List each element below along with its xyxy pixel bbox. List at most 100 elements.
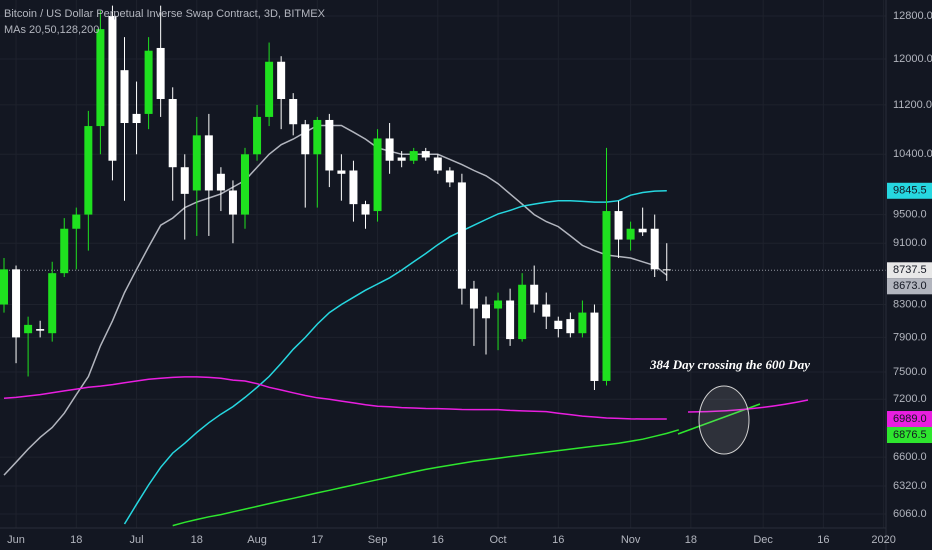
candle-body	[253, 116, 262, 155]
x-tick-label: 16	[817, 534, 829, 546]
candle-body	[12, 269, 21, 338]
moving-averages	[0, 124, 886, 527]
x-tick-label: 18	[70, 534, 82, 546]
candle-body	[590, 312, 599, 381]
ma-line	[172, 429, 680, 527]
price-label-box	[887, 182, 932, 199]
y-tick-label: 12000.0	[893, 53, 932, 65]
y-tick-label: 10400.0	[893, 148, 932, 160]
candle-body	[397, 157, 406, 161]
candle-body	[409, 151, 418, 161]
candle-body	[638, 228, 647, 233]
candle-body	[48, 273, 57, 334]
annotation: 384 Day crossing the 600 Day	[649, 357, 810, 372]
candle-body	[469, 288, 478, 309]
x-tick-label: 18	[191, 534, 203, 546]
price-label-box	[887, 278, 932, 295]
candle-body	[542, 304, 551, 317]
candle-body	[265, 61, 274, 117]
candle-body	[132, 113, 141, 124]
candle-body	[84, 126, 93, 215]
candle-body	[433, 157, 442, 171]
y-tick-label: 9500.0	[893, 208, 927, 220]
candle-body	[60, 228, 69, 274]
ma-line	[3, 124, 668, 476]
candle-body	[241, 154, 249, 215]
price-label: 6989.0	[893, 413, 927, 425]
candle-body	[602, 211, 611, 381]
y-tick-label: 6600.0	[893, 451, 927, 463]
candle-body	[96, 29, 105, 127]
chart-title: Bitcoin / US Dollar Perpetual Inverse Sw…	[4, 8, 326, 20]
price-label-box	[887, 262, 932, 279]
x-tick-label: Aug	[247, 534, 267, 546]
y-tick-label: 7500.0	[893, 366, 927, 378]
price-label: 8673.0	[893, 280, 927, 292]
ma-line	[3, 376, 667, 420]
x-tick-label: 2020	[871, 534, 895, 546]
x-tick-label: 18	[685, 534, 697, 546]
candle-body	[457, 182, 466, 289]
y-tick-label: 6060.0	[893, 508, 927, 520]
candle-body	[385, 138, 394, 161]
candle-body	[506, 300, 515, 340]
axes: 12800.0 12000.0 11200.0 10400.0 9500.0 9100.0…	[7, 10, 932, 546]
candle-body	[578, 312, 587, 334]
candle-body	[289, 99, 298, 125]
candle-body	[180, 167, 189, 194]
price-label: 9845.5	[893, 185, 927, 197]
candle-body	[650, 228, 659, 270]
highlight-ellipse	[698, 385, 750, 455]
candle-body	[36, 329, 45, 331]
candle-body	[144, 50, 153, 114]
candle-body	[614, 211, 623, 240]
candle-body	[337, 170, 346, 174]
candle-body	[216, 173, 225, 191]
y-tick-label: 7900.0	[893, 331, 927, 343]
candle-body	[566, 319, 575, 334]
price-label: 6876.5	[893, 429, 927, 441]
candle-body	[0, 269, 8, 305]
price-label-box	[887, 427, 932, 444]
candle-body	[325, 119, 334, 171]
candle-body	[530, 284, 539, 305]
candle-body	[108, 15, 117, 161]
x-tick-label: 17	[311, 534, 323, 546]
candle-body	[518, 284, 527, 340]
candle-body	[626, 228, 635, 240]
candles	[0, 5, 671, 391]
y-tick-label: 8300.0	[893, 298, 927, 310]
candle-body	[156, 47, 165, 100]
candle-body	[301, 124, 310, 155]
candle-body	[373, 138, 382, 212]
candle-body	[361, 204, 370, 215]
candle-body	[168, 99, 177, 168]
candle-body	[482, 304, 490, 319]
candle-body	[313, 119, 322, 155]
y-tick-label: 11200.0	[893, 99, 932, 111]
candle-body	[349, 170, 358, 205]
y-tick-label: 12800.0	[893, 10, 932, 22]
x-tick-label: Jul	[130, 534, 144, 546]
x-tick-label: Dec	[753, 534, 773, 546]
price-label-box	[887, 411, 932, 428]
x-tick-label: Sep	[368, 534, 388, 546]
x-tick-label: 16	[432, 534, 444, 546]
candle-body	[228, 190, 237, 215]
candle-body	[554, 320, 563, 330]
x-tick-label: Nov	[621, 534, 641, 546]
projection-line	[687, 399, 809, 413]
candle-body	[24, 324, 33, 334]
candle-body	[192, 135, 201, 191]
candle-body	[72, 214, 81, 229]
candle-body	[277, 61, 286, 100]
candle-body	[445, 170, 454, 183]
candle-body	[204, 135, 213, 191]
y-tick-label: 7200.0	[893, 393, 927, 405]
price-label: 8737.5	[893, 264, 927, 276]
x-tick-label: Jun	[7, 534, 25, 546]
candle-body	[662, 269, 671, 271]
